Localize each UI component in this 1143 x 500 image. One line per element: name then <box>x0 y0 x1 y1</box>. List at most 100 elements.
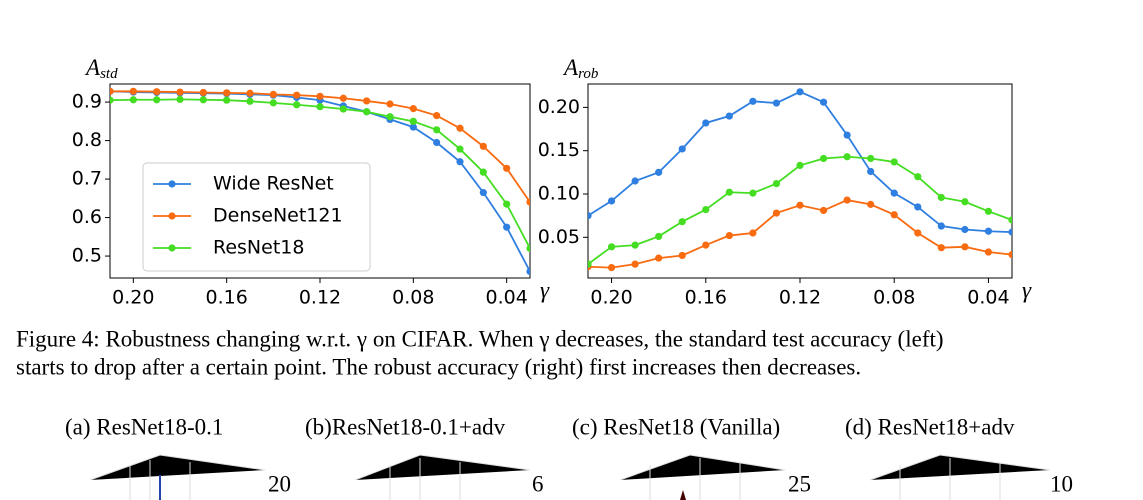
plot-frame <box>587 83 1013 279</box>
point <box>961 198 969 206</box>
point <box>110 96 114 104</box>
point <box>631 260 639 268</box>
point <box>819 98 828 106</box>
point <box>914 229 922 237</box>
point <box>176 88 184 96</box>
point <box>363 97 371 105</box>
point <box>890 211 898 219</box>
point <box>655 254 663 262</box>
point <box>433 111 441 120</box>
x-tick-label: 0.12 <box>299 287 341 309</box>
point <box>796 161 804 170</box>
point <box>843 131 851 139</box>
point <box>890 158 898 166</box>
point <box>386 113 394 121</box>
point <box>678 218 686 226</box>
subfigure-title: (c) ResNet18 (Vanilla) <box>572 414 780 439</box>
point <box>293 101 301 109</box>
subfigure-tick: 25 <box>788 471 811 496</box>
point <box>1008 216 1012 224</box>
point <box>631 241 639 249</box>
point <box>607 197 616 205</box>
point <box>937 193 945 202</box>
x-tick-label: 0.04 <box>486 287 528 309</box>
point <box>890 189 898 197</box>
point <box>526 198 530 206</box>
legend-label: DenseNet121 <box>213 205 343 227</box>
subfigure-tick: 20 <box>268 471 291 496</box>
point <box>772 209 781 217</box>
point <box>433 126 441 134</box>
point <box>937 244 945 252</box>
point <box>655 168 663 176</box>
point <box>961 225 969 234</box>
point <box>456 145 464 153</box>
point <box>655 232 663 241</box>
point <box>269 90 277 98</box>
x-tick-label: 0.16 <box>206 287 248 309</box>
point <box>456 158 464 166</box>
point <box>588 260 592 268</box>
point <box>526 244 530 252</box>
y-tick-label: 0.20 <box>538 96 580 118</box>
point <box>479 142 487 150</box>
x-tick-label: 0.20 <box>112 287 154 309</box>
point <box>269 99 277 107</box>
point <box>702 241 710 249</box>
point <box>246 97 254 105</box>
point <box>456 124 464 132</box>
point <box>843 153 851 161</box>
point <box>914 203 922 211</box>
legend-marker <box>168 244 176 252</box>
point <box>433 138 441 147</box>
point <box>749 97 757 105</box>
point <box>223 96 231 104</box>
y-label-sub: rob <box>578 66 599 82</box>
legend-label: Wide ResNet <box>213 173 334 195</box>
point <box>363 108 371 116</box>
point <box>503 164 511 172</box>
y-axis-label: Astd <box>84 55 118 82</box>
point <box>607 264 616 272</box>
subfigure-tick: 6 <box>532 471 544 496</box>
y-label-sub: std <box>100 66 118 82</box>
subfigure-title: (b)ResNet18-0.1+adv <box>305 414 506 439</box>
x-tick-label: 0.20 <box>590 287 632 309</box>
point <box>702 205 710 214</box>
point <box>479 168 487 176</box>
legend-marker <box>168 180 176 188</box>
point <box>796 88 804 96</box>
point <box>725 231 733 240</box>
point <box>843 196 851 204</box>
point <box>631 177 639 185</box>
y-tick-label: 0.6 <box>72 206 102 228</box>
series-line <box>588 199 1012 269</box>
point <box>199 96 207 104</box>
caption-line: Figure 4: Robustness changing w.r.t. γ o… <box>16 326 944 351</box>
point <box>984 248 993 256</box>
point <box>607 243 616 251</box>
point <box>702 119 710 127</box>
point <box>339 94 347 102</box>
subfigure-title: (a) ResNet18-0.1 <box>65 414 223 439</box>
point <box>409 123 417 131</box>
y-tick-label: 0.9 <box>72 91 102 113</box>
point <box>984 227 993 235</box>
point <box>293 91 301 99</box>
point <box>725 188 733 196</box>
y-tick-label: 0.15 <box>538 139 580 161</box>
x-axis-label: γ <box>540 277 550 302</box>
point <box>725 112 733 120</box>
y-tick-label: 0.7 <box>72 168 102 190</box>
point <box>772 179 781 188</box>
point <box>339 105 347 113</box>
plot-area <box>588 88 1012 272</box>
point <box>503 200 511 208</box>
point <box>749 189 757 197</box>
point <box>588 212 592 220</box>
point <box>316 103 324 111</box>
y-label-main: A <box>562 55 579 80</box>
legend-label: ResNet18 <box>213 237 304 259</box>
point <box>984 207 993 215</box>
